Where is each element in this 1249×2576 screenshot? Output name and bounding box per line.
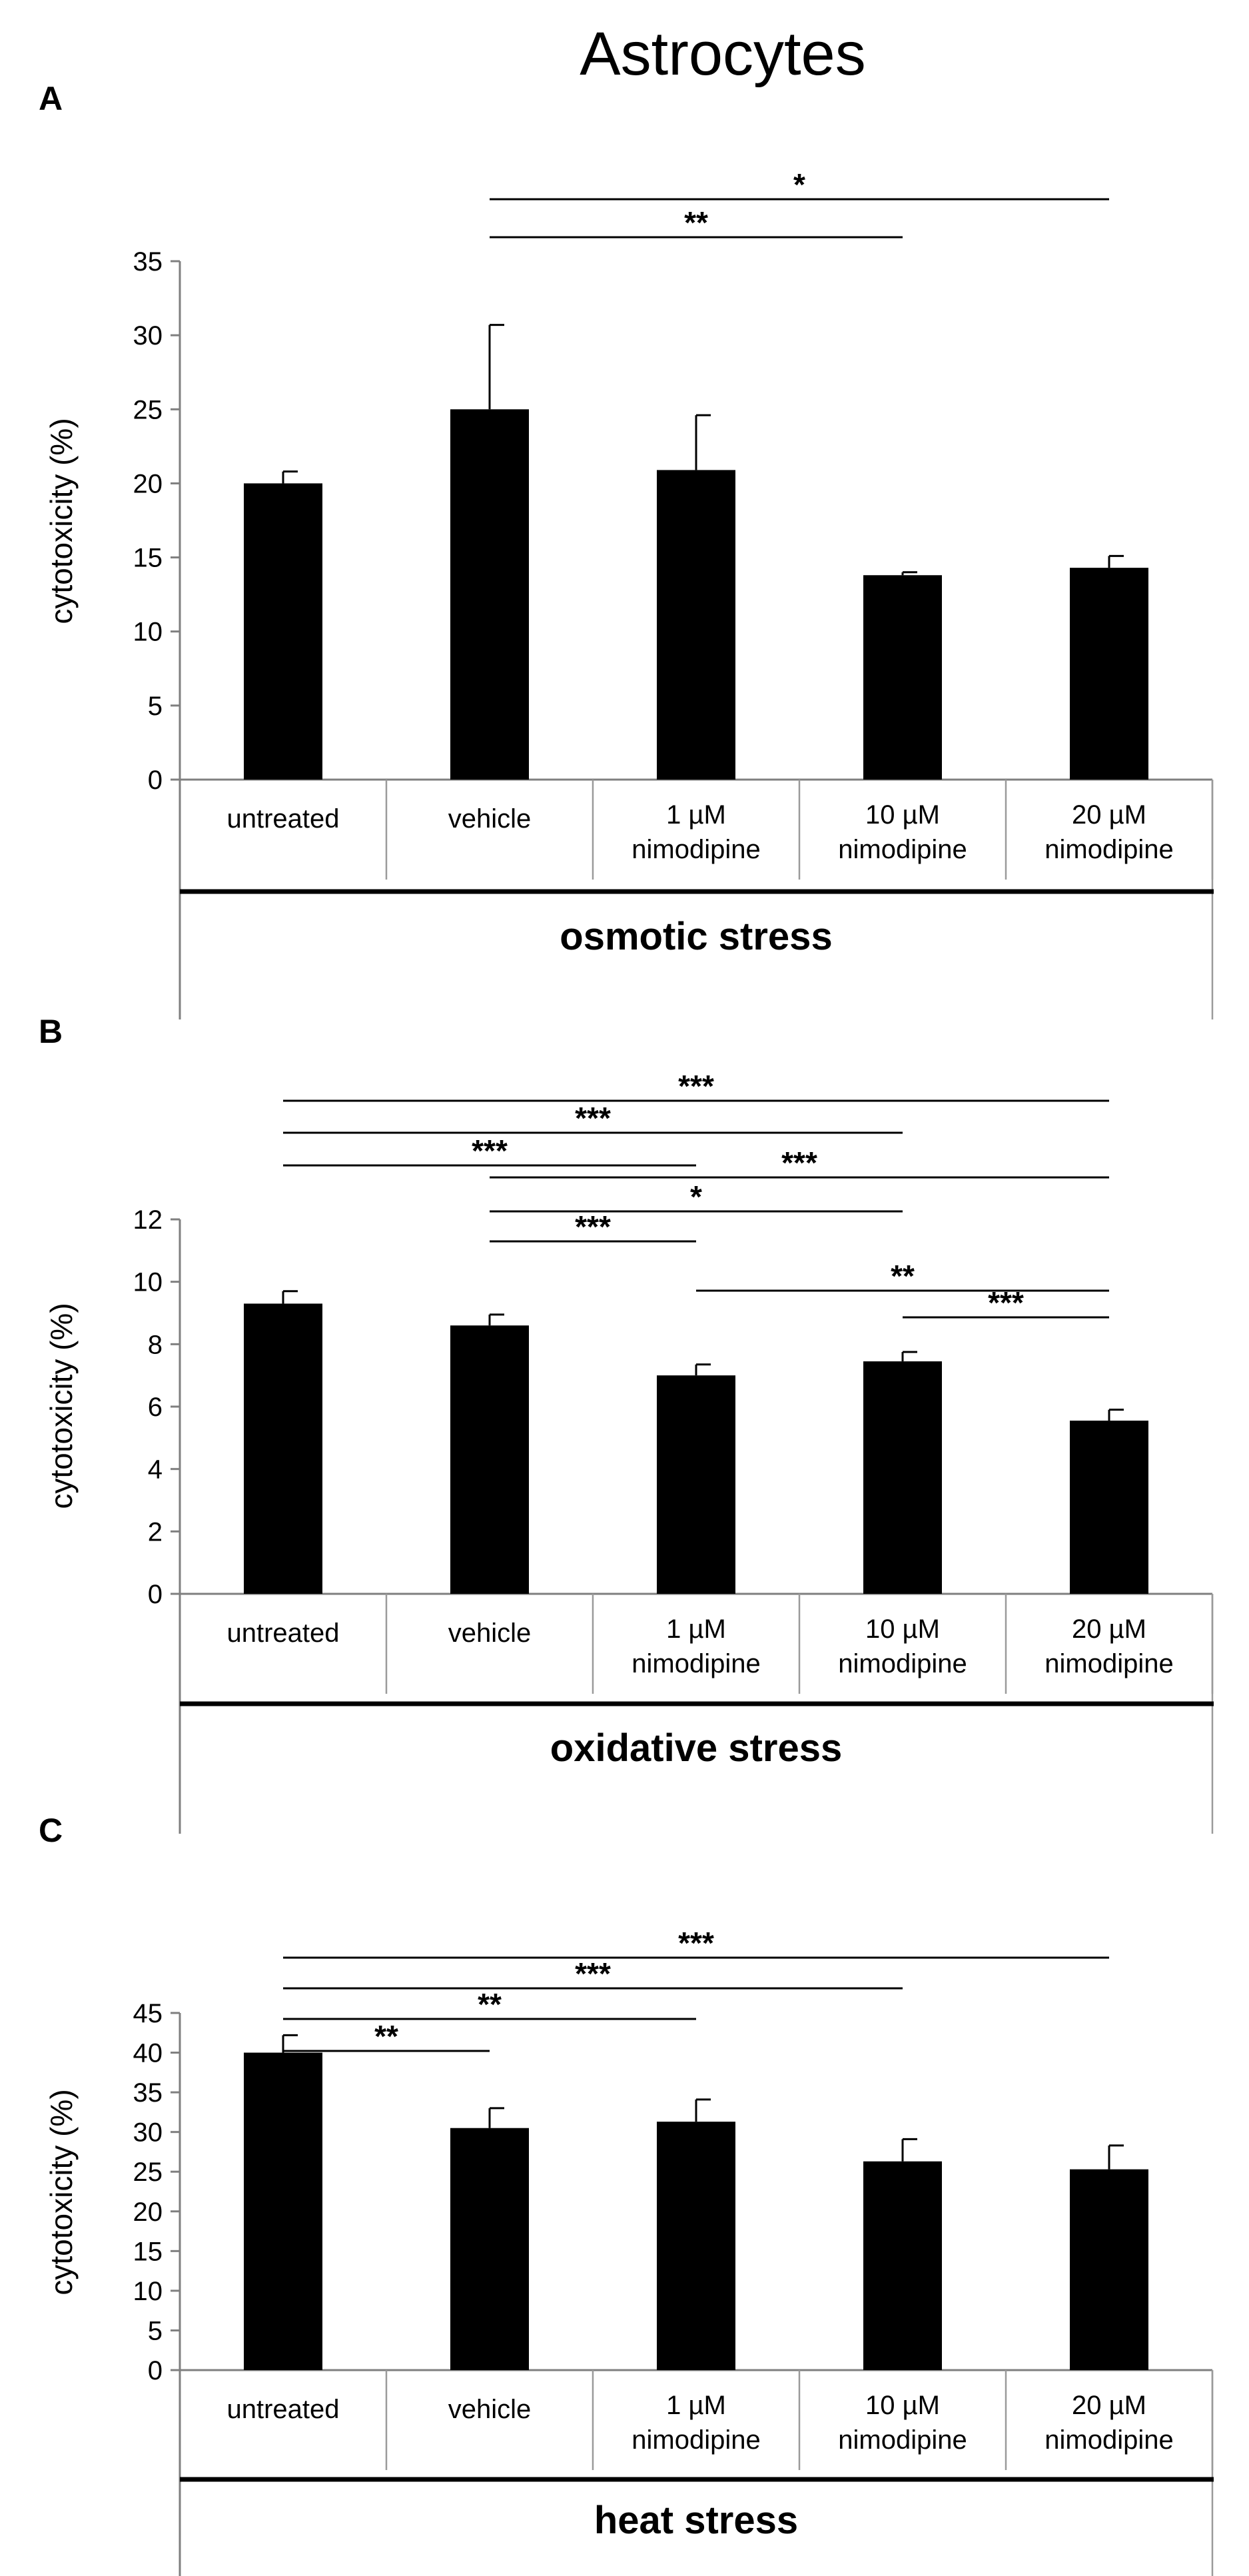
y-tick-label: 0	[148, 766, 163, 795]
y-axis-label: cytotoxicity (%)	[44, 2089, 79, 2295]
bar	[863, 575, 942, 780]
significance-label: ***	[575, 1209, 611, 1244]
significance-label: ***	[678, 1926, 714, 1960]
bar	[450, 1325, 529, 1594]
category-label: nimodipine	[838, 835, 967, 864]
category-label: untreated	[226, 2395, 339, 2424]
y-axis-label: cytotoxicity (%)	[44, 1303, 79, 1509]
y-tick-label: 5	[148, 692, 163, 721]
category-label: nimodipine	[1044, 2425, 1173, 2455]
y-tick-label: 30	[133, 321, 163, 350]
category-label: 10 µM	[865, 1614, 940, 1644]
bar	[1070, 568, 1148, 780]
bar	[657, 470, 735, 780]
bar	[1070, 2169, 1148, 2370]
panel-c: C 0 5 10 15 20 25 30 35 40 45 cytotoxicity (%) untre…	[39, 1812, 1214, 2576]
y-tick-label: 8	[148, 1330, 163, 1359]
category-label: 10 µM	[865, 2391, 940, 2420]
category-label: vehicle	[448, 2395, 532, 2424]
bar	[450, 409, 529, 780]
category-label: 1 µM	[666, 800, 726, 830]
category-label: nimodipine	[631, 835, 760, 864]
y-tick-label: 20	[133, 469, 163, 498]
category-label: vehicle	[448, 1618, 532, 1648]
category-label: nimodipine	[631, 2425, 760, 2455]
category-label: nimodipine	[838, 2425, 967, 2455]
bar	[450, 2128, 529, 2370]
panel-letter: B	[39, 1013, 63, 1050]
category-label: 10 µM	[865, 800, 940, 830]
y-tick-label: 40	[133, 2039, 163, 2068]
y-tick-label: 20	[133, 2198, 163, 2227]
significance-label: **	[891, 1259, 915, 1293]
significance-label: *	[793, 167, 805, 202]
bar	[863, 2161, 942, 2370]
bar	[657, 1375, 735, 1594]
significance-label: ***	[678, 1069, 714, 1103]
stress-label: osmotic stress	[560, 915, 832, 958]
bar	[1070, 1421, 1148, 1594]
y-tick-label: 25	[133, 395, 163, 424]
y-tick-label: 10	[133, 2277, 163, 2306]
stress-label: oxidative stress	[550, 1726, 842, 1770]
category-label: vehicle	[448, 804, 532, 834]
panel-b: B 0 2 4 6 8 10 12 cytotoxicity (%) untreated vehic…	[39, 1013, 1214, 1834]
y-tick-label: 12	[133, 1205, 163, 1235]
bar	[863, 1361, 942, 1594]
y-tick-label: 4	[148, 1455, 163, 1485]
bar	[244, 1303, 322, 1594]
category-label: nimodipine	[631, 1649, 760, 1678]
significance-label: ***	[988, 1285, 1024, 1320]
stress-label: heat stress	[594, 2499, 798, 2542]
significance-label: ***	[575, 1101, 611, 1135]
category-label: 20 µM	[1072, 2391, 1146, 2420]
y-tick-label: 5	[148, 2316, 163, 2345]
category-label: 20 µM	[1072, 1614, 1146, 1644]
panel-a: A 0 5 10 15 20 25 30 35 cytotoxicity (%) untreated…	[39, 80, 1214, 1019]
bar	[244, 483, 322, 780]
significance-label: ***	[575, 1956, 611, 1991]
y-tick-label: 25	[133, 2158, 163, 2187]
significance-label: **	[478, 1987, 502, 2022]
category-label: nimodipine	[1044, 1649, 1173, 1678]
significance-label: ***	[781, 1145, 817, 1180]
bar	[244, 2052, 322, 2370]
y-tick-label: 2	[148, 1517, 163, 1547]
y-tick-label: 15	[133, 2237, 163, 2266]
y-tick-label: 45	[133, 1999, 163, 2028]
y-tick-label: 6	[148, 1393, 163, 1422]
y-axis-label: cytotoxicity (%)	[44, 418, 79, 624]
y-tick-label: 35	[133, 2078, 163, 2108]
significance-label: **	[684, 205, 708, 240]
y-tick-label: 10	[133, 1268, 163, 1297]
y-tick-label: 35	[133, 247, 163, 277]
significance-label: *	[690, 1179, 702, 1214]
y-tick-label: 0	[148, 2356, 163, 2385]
y-tick-label: 15	[133, 544, 163, 573]
significance-label: ***	[472, 1133, 508, 1168]
bar	[657, 2122, 735, 2370]
category-label: nimodipine	[838, 1649, 967, 1678]
y-tick-label: 0	[148, 1580, 163, 1609]
category-label: 1 µM	[666, 2391, 726, 2420]
y-tick-label: 30	[133, 2118, 163, 2148]
category-label: 1 µM	[666, 1614, 726, 1644]
category-label: 20 µM	[1072, 800, 1146, 830]
category-label: nimodipine	[1044, 835, 1173, 864]
significance-label: **	[374, 2019, 398, 2054]
category-label: untreated	[226, 804, 339, 834]
panel-letter: C	[39, 1812, 63, 1849]
panel-letter: A	[39, 80, 63, 117]
category-label: untreated	[226, 1618, 339, 1648]
y-tick-label: 10	[133, 618, 163, 647]
figure-title: Astrocytes	[580, 20, 865, 88]
